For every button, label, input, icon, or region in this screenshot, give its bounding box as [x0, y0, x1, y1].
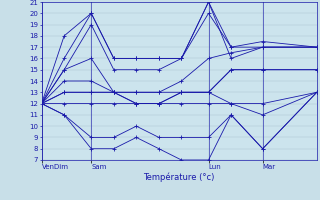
X-axis label: Température (°c): Température (°c) [143, 173, 215, 182]
